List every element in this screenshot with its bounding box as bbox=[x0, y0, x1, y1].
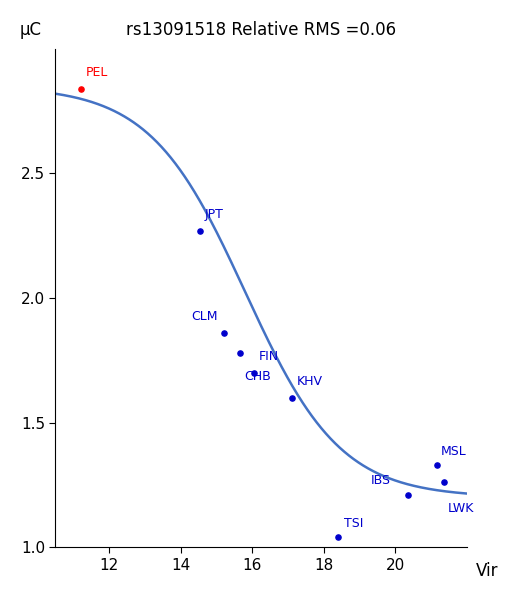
Title: rs13091518 Relative RMS =0.06: rs13091518 Relative RMS =0.06 bbox=[126, 21, 396, 39]
Text: FIN: FIN bbox=[259, 350, 278, 363]
Text: CHB: CHB bbox=[244, 370, 271, 383]
Point bbox=[236, 348, 244, 358]
Text: JPT: JPT bbox=[205, 208, 224, 221]
Point bbox=[196, 226, 204, 236]
Text: MSL: MSL bbox=[441, 445, 467, 458]
Text: CLM: CLM bbox=[192, 310, 218, 323]
Text: LWK: LWK bbox=[448, 502, 474, 515]
Point bbox=[334, 533, 342, 542]
Text: IBS: IBS bbox=[370, 475, 390, 487]
Point bbox=[404, 490, 412, 500]
Text: PEL: PEL bbox=[86, 65, 108, 79]
X-axis label: Vir: Vir bbox=[477, 562, 499, 580]
Point bbox=[288, 393, 296, 403]
Text: TSI: TSI bbox=[343, 517, 363, 530]
Point bbox=[250, 368, 258, 377]
Text: KHV: KHV bbox=[297, 375, 323, 388]
Y-axis label: μC: μC bbox=[20, 21, 42, 39]
Point bbox=[439, 478, 448, 487]
Point bbox=[76, 84, 84, 94]
Point bbox=[432, 460, 440, 470]
Point bbox=[219, 328, 228, 338]
